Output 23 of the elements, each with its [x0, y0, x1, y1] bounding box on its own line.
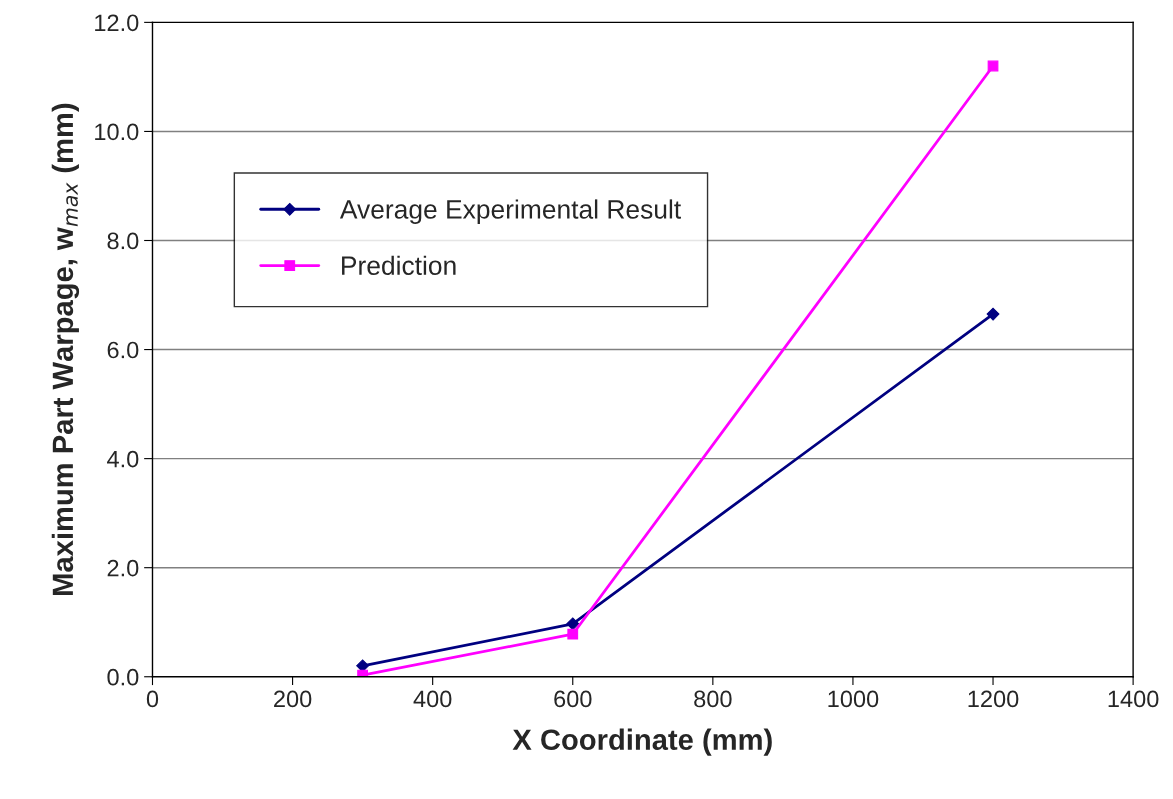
- y-tick-label: 10.0: [95, 123, 139, 141]
- y-tick-label: 2.0: [107, 559, 139, 577]
- point: [986, 307, 1000, 321]
- y-tick-label: 8.0: [107, 232, 139, 250]
- x-axis-title: X Coordinate (mm): [512, 728, 772, 756]
- x-tick-label: 1200: [968, 690, 1019, 708]
- y-tick-label: 12.0: [95, 14, 139, 32]
- y-tick-label: 4.0: [107, 450, 139, 468]
- x-tick-label: 200: [274, 690, 312, 708]
- y-tick-label: 0.0: [107, 668, 139, 686]
- x-tick-label: 0: [146, 690, 159, 708]
- point: [356, 659, 370, 673]
- legend-label: Prediction: [342, 255, 456, 276]
- x-tick-label: 1000: [828, 690, 879, 708]
- x-tick-label: 400: [413, 690, 452, 708]
- x-tick-label: 800: [694, 690, 732, 708]
- x-tick-label: 1400: [1108, 690, 1159, 708]
- legend-label: Average Experimental Result: [339, 199, 681, 224]
- y-tick-label: 6.0: [107, 341, 139, 359]
- point: [566, 617, 580, 631]
- x-tick-label: 600: [554, 690, 592, 708]
- point: [567, 628, 579, 640]
- y-axis-title: Maximum Part Warpage, w$_{max}$ (mm): [51, 103, 80, 595]
